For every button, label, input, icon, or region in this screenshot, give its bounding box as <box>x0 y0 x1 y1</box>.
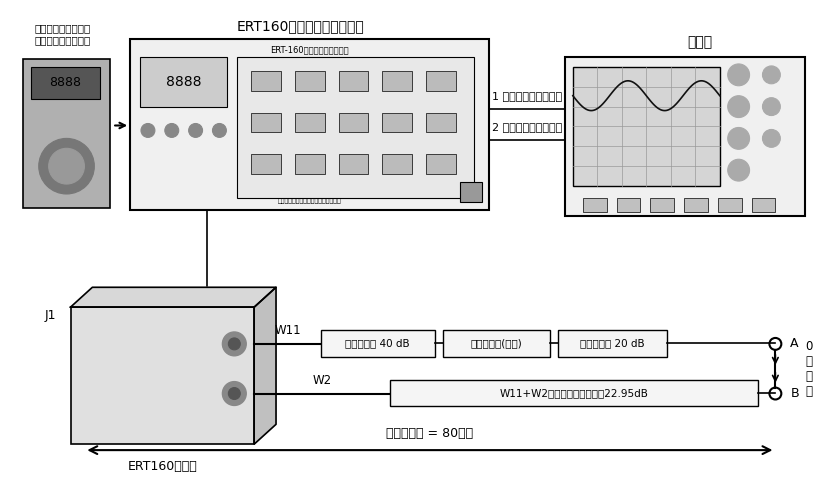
Bar <box>573 67 720 186</box>
Bar <box>617 198 641 212</box>
Bar <box>130 39 490 210</box>
Bar <box>650 198 674 212</box>
Text: J1: J1 <box>45 309 56 322</box>
Bar <box>383 113 412 132</box>
Circle shape <box>728 64 749 86</box>
Bar <box>390 380 758 406</box>
Circle shape <box>728 128 749 149</box>
Bar <box>31 67 100 98</box>
Text: 1 通道连接到差拍检测: 1 通道连接到差拍检测 <box>492 91 562 101</box>
Bar <box>460 182 481 202</box>
Text: ERT160无线电高度计试验器: ERT160无线电高度计试验器 <box>237 19 364 33</box>
Bar <box>140 57 227 107</box>
Text: 8888: 8888 <box>166 75 202 89</box>
Circle shape <box>728 96 749 118</box>
Text: 固定衰减器 40 dB: 固定衰减器 40 dB <box>345 338 410 348</box>
Bar <box>295 113 325 132</box>
Bar <box>251 113 281 132</box>
Polygon shape <box>71 287 276 307</box>
Text: 8888: 8888 <box>50 76 81 89</box>
Text: 0
延
迟
线: 0 延 迟 线 <box>805 340 813 398</box>
Circle shape <box>728 159 749 181</box>
Bar <box>718 198 742 212</box>
Bar <box>251 154 281 174</box>
Bar <box>339 154 369 174</box>
Text: 飞机延迟线 = 80英尺: 飞机延迟线 = 80英尺 <box>386 427 473 440</box>
Bar <box>426 71 456 91</box>
Text: A: A <box>790 337 798 350</box>
Circle shape <box>222 332 247 356</box>
Text: 固定衰减器 20 dB: 固定衰减器 20 dB <box>580 338 645 348</box>
Text: W11: W11 <box>274 324 300 337</box>
Circle shape <box>763 130 780 147</box>
Circle shape <box>39 139 95 194</box>
Text: W2: W2 <box>313 374 332 387</box>
Bar <box>558 330 667 357</box>
Text: 中普信无线网络网络服务支援有限公司: 中普信无线网络网络服务支援有限公司 <box>278 198 342 204</box>
Bar <box>751 198 775 212</box>
Circle shape <box>228 338 240 350</box>
Polygon shape <box>254 287 276 444</box>
Circle shape <box>165 123 178 137</box>
Bar <box>583 198 607 212</box>
Text: B: B <box>790 387 799 400</box>
Bar <box>71 307 254 444</box>
Text: 数字电压表和模拟显
示器连接到模拟输出: 数字电压表和模拟显 示器连接到模拟输出 <box>34 23 90 45</box>
Text: 示波器: 示波器 <box>687 35 712 49</box>
Circle shape <box>228 388 240 400</box>
Circle shape <box>222 381 247 405</box>
Bar <box>339 71 369 91</box>
Text: ERT160收发机: ERT160收发机 <box>128 460 198 473</box>
Bar <box>684 198 708 212</box>
Circle shape <box>188 123 203 137</box>
Bar <box>23 59 110 208</box>
Bar <box>565 57 805 216</box>
Bar <box>442 330 550 357</box>
Bar <box>251 71 281 91</box>
Circle shape <box>141 123 155 137</box>
Circle shape <box>763 66 780 84</box>
Text: 2 通道连接到同步检测: 2 通道连接到同步检测 <box>492 122 562 132</box>
Bar <box>426 154 456 174</box>
Bar <box>426 113 456 132</box>
Text: 可变衰减器(连续): 可变衰减器(连续) <box>471 338 522 348</box>
Circle shape <box>212 123 227 137</box>
Bar <box>295 71 325 91</box>
Bar <box>383 71 412 91</box>
Bar <box>383 154 412 174</box>
Text: W11+W2延迟线的衰减约等于22.95dB: W11+W2延迟线的衰减约等于22.95dB <box>500 388 648 398</box>
Bar <box>320 330 435 357</box>
Bar <box>339 113 369 132</box>
Circle shape <box>49 148 85 184</box>
Text: ERT-160无线电高度计试验器: ERT-160无线电高度计试验器 <box>271 45 349 54</box>
Bar <box>295 154 325 174</box>
Bar <box>237 57 474 198</box>
Circle shape <box>763 98 780 116</box>
